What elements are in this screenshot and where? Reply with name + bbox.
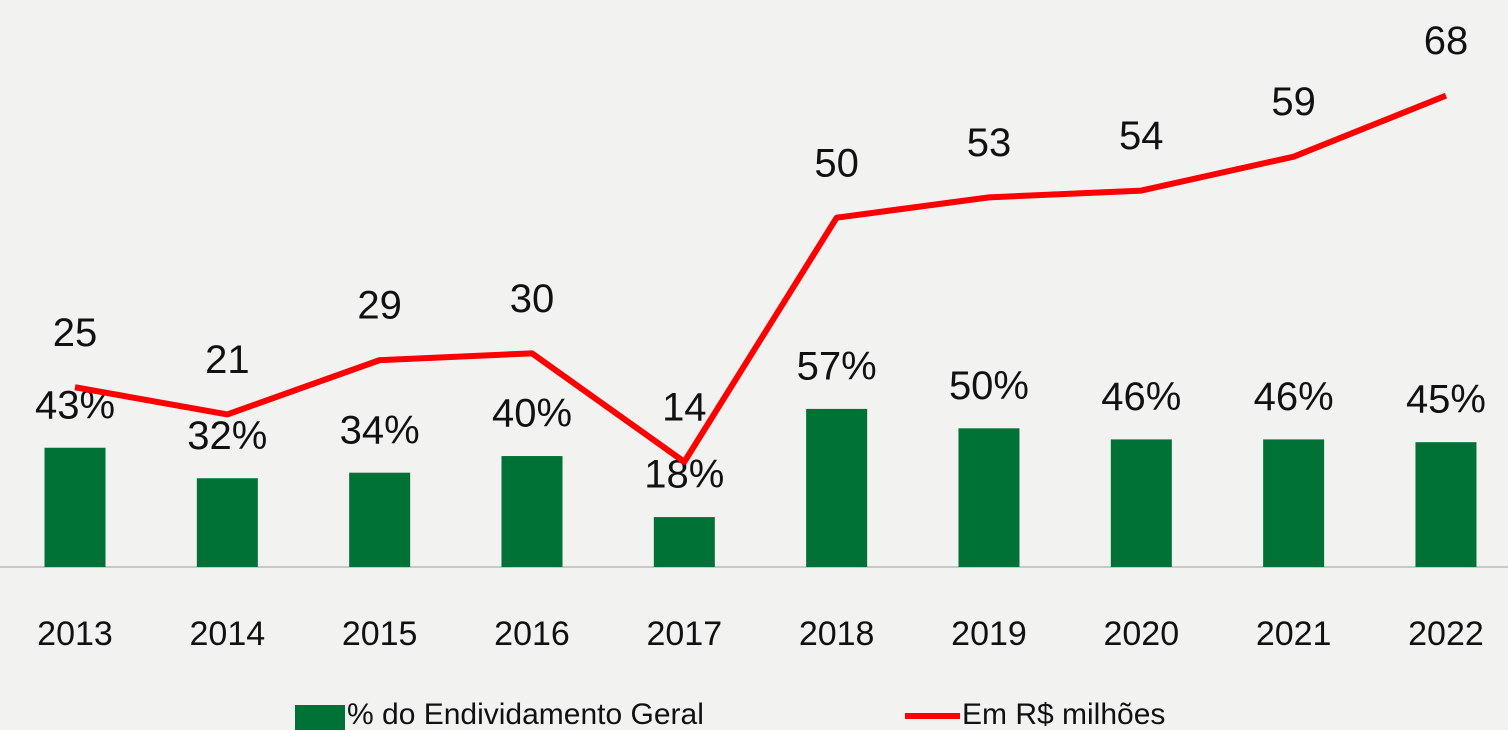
bar xyxy=(1110,439,1172,567)
bar-value-label: 34% xyxy=(340,408,420,452)
line-value-label: 21 xyxy=(205,338,250,382)
bar-value-label: 46% xyxy=(1101,375,1181,419)
x-tick-label: 2015 xyxy=(342,615,418,653)
line-value-label: 53 xyxy=(967,121,1012,165)
bar-value-label: 57% xyxy=(797,344,877,388)
line xyxy=(74,92,1448,465)
line-value-label: 14 xyxy=(662,385,707,429)
bar-value-label: 50% xyxy=(949,364,1029,408)
line-value-label: 54 xyxy=(1119,114,1164,158)
bar xyxy=(806,408,868,567)
line-value-label: 68 xyxy=(1424,19,1469,63)
legend-label: Em R$ milhões xyxy=(962,698,1165,730)
bar-value-label: 46% xyxy=(1254,375,1334,419)
x-tick-label: 2020 xyxy=(1103,615,1179,653)
line-value-label: 59 xyxy=(1271,80,1316,124)
line-value-label: 30 xyxy=(510,277,555,321)
bar xyxy=(196,478,258,567)
legend-label: % do Endividamento Geral xyxy=(347,698,704,730)
bar xyxy=(1263,439,1325,567)
bar-value-label: 40% xyxy=(492,392,572,436)
bar xyxy=(958,428,1020,567)
x-tick-label: 2017 xyxy=(646,615,722,653)
bar xyxy=(1415,442,1477,567)
line-value-label: 25 xyxy=(53,311,98,355)
x-tick-label: 2022 xyxy=(1408,615,1484,653)
bar-value-label: 45% xyxy=(1406,378,1486,422)
line-value-label: 50 xyxy=(814,141,859,185)
bar xyxy=(44,447,106,567)
bar-value-label: 32% xyxy=(187,414,267,458)
x-tick-label: 2021 xyxy=(1256,615,1332,653)
x-tick-label: 2013 xyxy=(37,615,113,653)
bar xyxy=(501,456,563,567)
x-tick-label: 2016 xyxy=(494,615,570,653)
x-tick-label: 2018 xyxy=(799,615,875,653)
bar xyxy=(349,472,411,567)
x-tick-label: 2014 xyxy=(190,615,266,653)
line-value-label: 29 xyxy=(357,284,402,328)
bar xyxy=(653,517,715,567)
legend-swatch xyxy=(295,705,345,730)
x-tick-label: 2019 xyxy=(951,615,1027,653)
